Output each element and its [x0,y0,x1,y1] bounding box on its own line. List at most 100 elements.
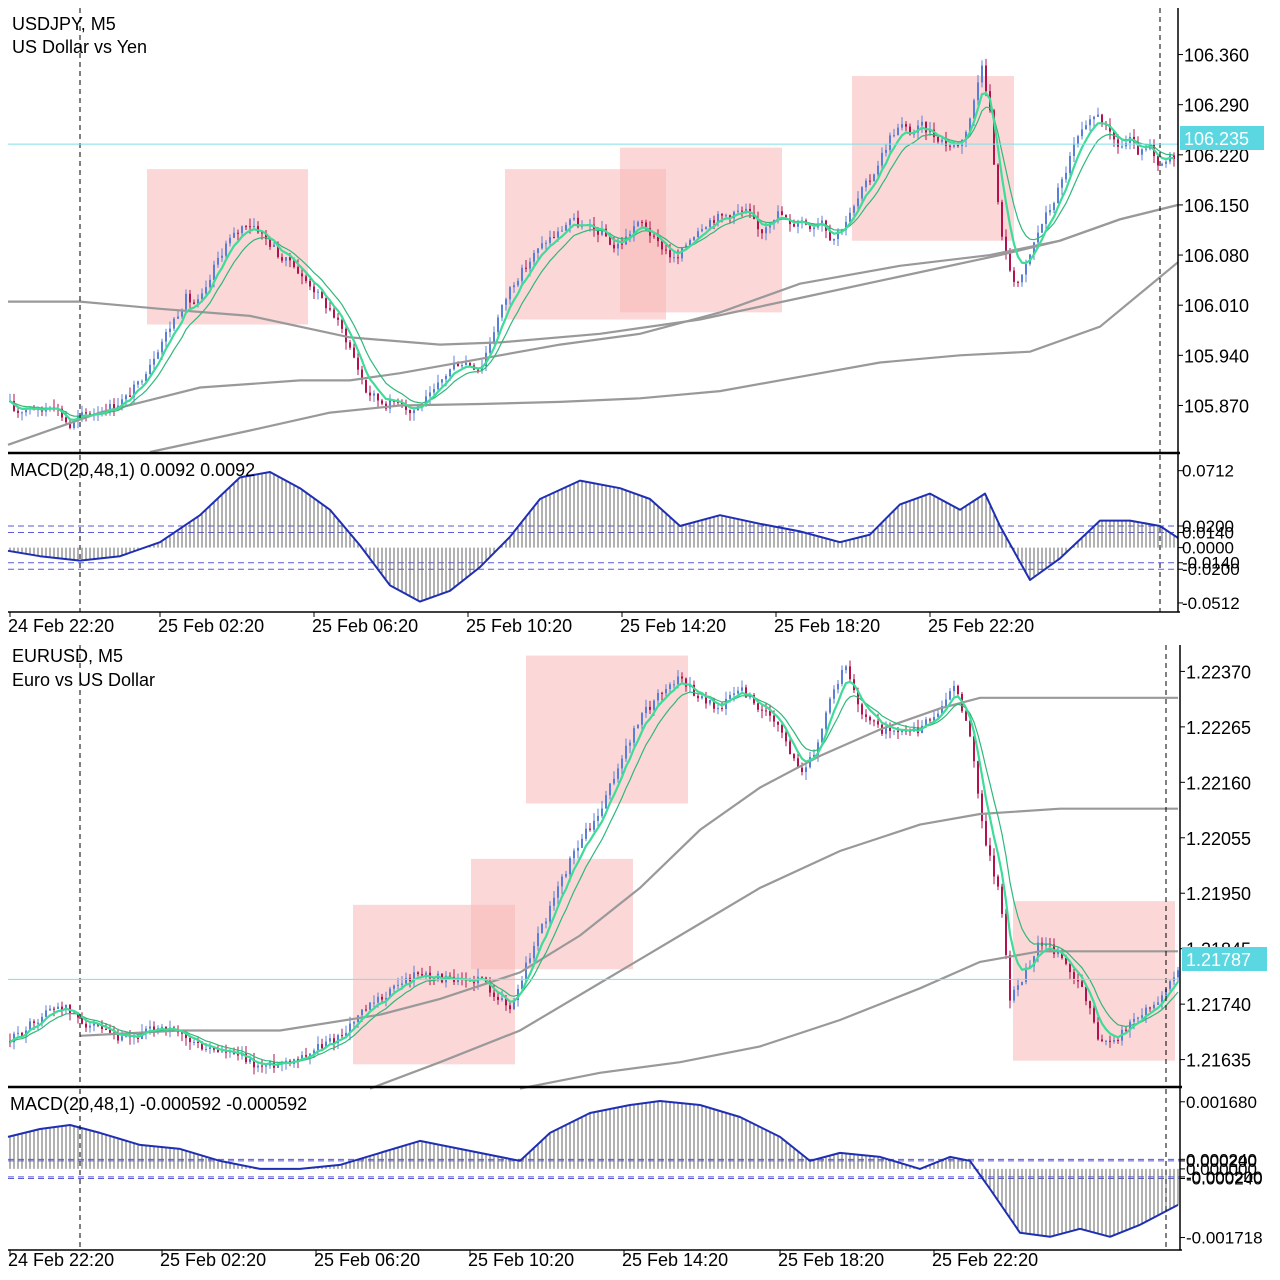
macd-tick-label: 0.0712 [1182,462,1234,481]
eurusd-time-axis: 24 Feb 22:20 25 Feb 02:20 25 Feb 06:20 25 F… [8,1250,1038,1270]
candle-body [93,1023,95,1026]
candle-body [245,226,247,228]
macd-tick-label: -0.0200 [1182,560,1240,579]
candle-body [813,754,815,757]
candle-body [1049,210,1051,213]
candle-body [837,683,839,690]
candle-body [33,1021,35,1024]
candle-body [157,352,159,359]
candle-body [797,758,799,768]
candle-body [545,242,547,244]
eurusd-current-price-label: 1.21787 [1186,950,1251,970]
macd-tick-label: -0.000200 [1186,1168,1263,1187]
time-tick-label: 25 Feb 14:20 [620,616,726,636]
candle-body [613,778,615,784]
candle-body [69,422,71,428]
candle-body [149,364,151,374]
candle-body [969,720,971,737]
time-tick-label: 25 Feb 02:20 [158,616,264,636]
eurusd-period-separators [79,645,1167,1086]
candle-body [573,850,575,859]
candle-body [1005,913,1007,955]
candle-body [661,241,663,250]
candle-body [537,933,539,947]
candle-body [125,1035,127,1037]
macd-tick-label: 0.000200 [1186,1152,1257,1171]
candle-body [337,317,339,320]
eurusd-macd-pane[interactable]: 0.001680 0.0002400.0002000.000000-0.00020… [7,1089,1263,1250]
candle-body [925,121,927,133]
candle-body [705,696,707,704]
candle-body [581,838,583,848]
candle-body [425,972,427,976]
candle-body [981,65,983,83]
candle-body [673,257,675,259]
candle-body [1125,142,1127,147]
candle-body [669,684,671,690]
candle-body [237,232,239,234]
candle-body [565,874,567,877]
candle-body [357,357,359,370]
candle-body [341,319,343,329]
candle-body [721,708,723,710]
candle-body [993,110,995,165]
eurusd-macd-signal [7,1100,1179,1238]
candle-body [941,706,943,714]
candle-body [941,139,943,142]
candle-body [269,238,271,247]
candle-body [1065,958,1067,964]
candle-body [785,215,787,220]
candle-body [577,217,579,227]
long-moving-average-1 [79,696,1178,1037]
macd-tick-label: -0.000240 [1186,1169,1263,1188]
candle-body [529,958,531,963]
candle-body [1053,203,1055,211]
eurusd-price-pane[interactable]: 1.223701.222651.221601.220551.219501.218… [8,645,1267,1090]
candle-body [789,741,791,755]
candle-body [21,1032,23,1036]
candle-body [321,1044,323,1049]
candle-body [1033,242,1035,255]
candle-body [181,309,183,317]
candle-body [133,384,135,397]
candle-body [129,395,131,397]
candle-body [685,678,687,687]
candle-body [1165,988,1167,996]
candle-body [609,783,611,796]
candle-body [565,224,567,231]
candle-body [897,730,899,733]
candle-body [789,219,791,225]
price-tick-label: 1.21635 [1186,1051,1251,1071]
candle-body [181,1032,183,1034]
candle-body [453,363,455,370]
candle-body [401,983,403,985]
candle-body [997,164,999,203]
candle-body [325,298,327,309]
candle-body [1077,136,1079,144]
candle-body [329,308,331,310]
candle-body [1101,1039,1103,1041]
candle-body [521,267,523,281]
candle-body [949,145,951,147]
candle-body [905,124,907,127]
usdjpy-price-pane[interactable]: 106.360 106.290 106.220 106.150 106.080 106.0… [7,8,1264,454]
candle-body [833,239,835,241]
candle-body [569,858,571,875]
highlight-zone-0 [147,169,308,325]
candle-body [373,1002,375,1004]
candle-body [693,236,695,241]
candle-body [221,255,223,258]
candle-body [997,876,999,887]
candle-body [681,676,683,679]
macd-signal-line [7,471,1179,603]
candle-body [657,692,659,701]
candle-body [745,687,747,698]
candle-body [413,972,415,982]
candle-body [553,897,555,906]
candle-body [945,699,947,707]
candle-body [65,417,67,423]
candle-body [1085,125,1087,130]
candle-body [113,404,115,410]
